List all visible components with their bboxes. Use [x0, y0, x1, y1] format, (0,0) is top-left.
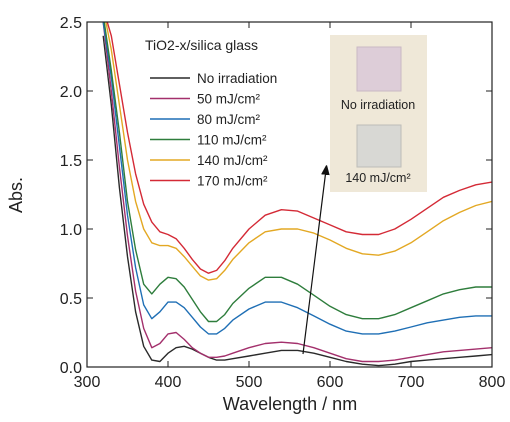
x-axis-label: Wavelength / nm [223, 394, 357, 414]
y-axis-label: Abs. [6, 177, 26, 213]
legend-label: 80 mJ/cm² [197, 112, 261, 127]
series-line [103, 15, 492, 321]
y-tick-label: 0.0 [60, 360, 82, 377]
sample-irradiated [357, 125, 401, 167]
y-tick-label: 0.5 [60, 291, 82, 308]
x-tick-label: 600 [317, 374, 344, 391]
x-tick-label: 800 [479, 374, 506, 391]
x-tick-label: 400 [155, 374, 182, 391]
legend-label: 50 mJ/cm² [197, 92, 261, 107]
inset-label: No irradiation [341, 98, 415, 112]
legend-title: TiO2-x/silica glass [145, 37, 258, 53]
legend-label: 110 mJ/cm² [197, 133, 267, 148]
trend-arrow [303, 170, 326, 354]
plot-area [103, 8, 492, 365]
x-tick-label: 700 [398, 374, 425, 391]
y-tick-label: 1.0 [60, 222, 82, 239]
x-tick-label: 500 [236, 374, 263, 391]
legend-label: No irradiation [197, 71, 277, 86]
series-line [103, 22, 492, 334]
inset-label: 140 mJ/cm² [345, 171, 410, 185]
sample-unirradiated [357, 47, 401, 91]
y-tick-label: 1.5 [60, 153, 82, 170]
y-tick-label: 2.0 [60, 84, 82, 101]
chart: TiO2-x/silica glass No irradiation 140 m… [0, 0, 510, 422]
series-line [103, 36, 492, 366]
legend-label: 140 mJ/cm² [197, 153, 268, 168]
legend-label: 170 mJ/cm² [197, 174, 268, 189]
plot-frame [87, 22, 492, 367]
y-tick-label: 2.5 [60, 15, 82, 32]
